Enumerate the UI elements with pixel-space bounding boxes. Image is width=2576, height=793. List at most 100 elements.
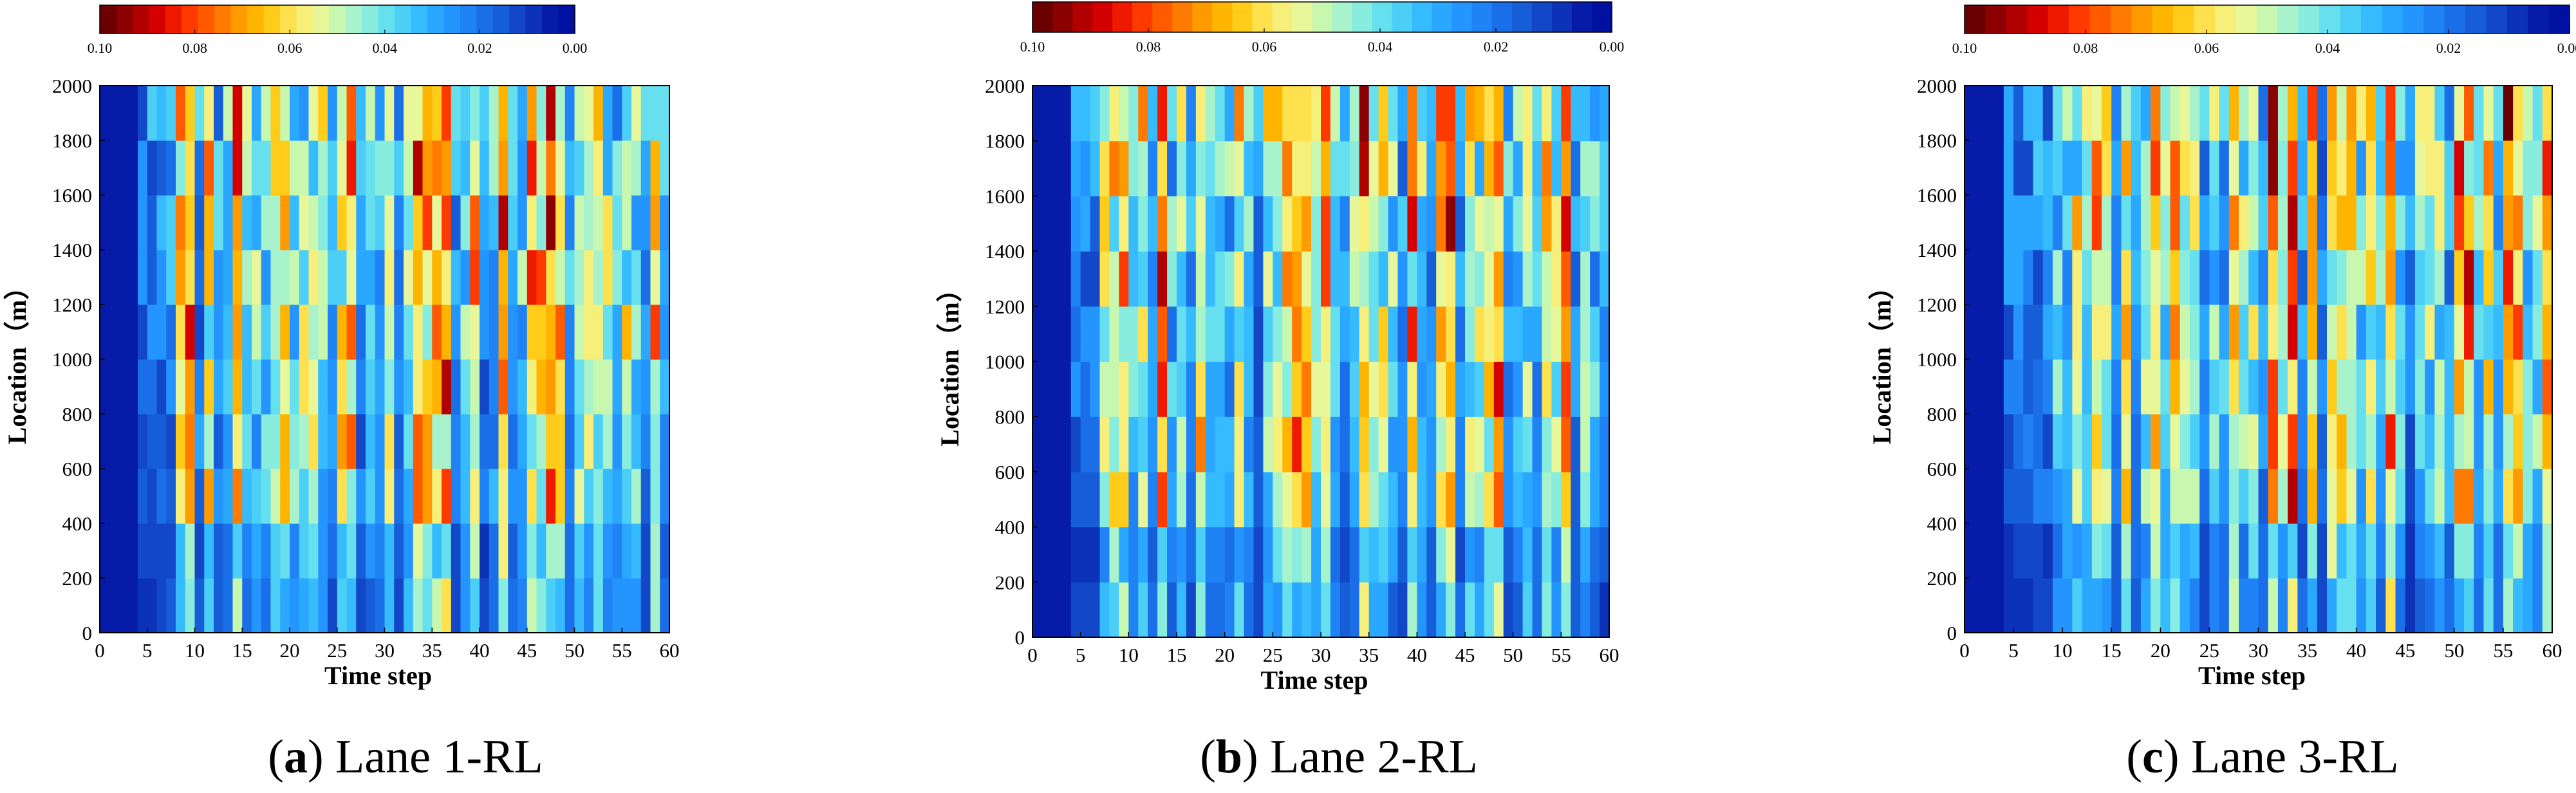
heatmap-cell xyxy=(204,195,214,250)
heatmap-cell xyxy=(1542,361,1552,417)
heatmap-cell xyxy=(2454,86,2465,141)
heatmap-cell xyxy=(242,86,252,141)
heatmap-cell xyxy=(1474,140,1485,196)
heatmap-cell xyxy=(1090,306,1101,362)
heatmap-cell xyxy=(176,414,186,469)
heatmap-cell xyxy=(1177,251,1187,307)
heatmap-cell xyxy=(1138,86,1148,142)
heatmap-cell xyxy=(2082,86,2093,141)
heatmap-cell xyxy=(2532,140,2543,196)
heatmap-cell xyxy=(1215,251,1226,307)
heatmap-cell xyxy=(470,469,480,524)
heatmap-cell xyxy=(2307,304,2318,360)
heatmap-cell xyxy=(2111,86,2122,141)
heatmap-cell xyxy=(356,250,366,305)
x-axis-title: Time step xyxy=(324,661,432,690)
heatmap-cell xyxy=(2140,250,2151,305)
heatmap-cell xyxy=(2454,195,2465,250)
heatmap-cell xyxy=(299,195,310,250)
heatmap-cell xyxy=(2091,578,2102,633)
heatmap-cell xyxy=(1493,140,1504,196)
heatmap-cell xyxy=(1109,140,1119,196)
heatmap-cell xyxy=(1080,582,1091,638)
heatmap-cell xyxy=(1041,527,1052,583)
heatmap-cell xyxy=(2513,414,2523,469)
heatmap-cell xyxy=(2454,250,2465,305)
heatmap-cell xyxy=(2111,523,2122,579)
heatmap-cell xyxy=(194,359,205,415)
heatmap-cell xyxy=(109,414,120,469)
heatmap-cell xyxy=(1551,196,1562,252)
heatmap-cell xyxy=(2091,140,2102,196)
heatmap-cell xyxy=(640,304,651,360)
heatmap-cell xyxy=(2493,304,2504,360)
heatmap-cell xyxy=(2228,578,2239,633)
heatmap-cell xyxy=(2239,195,2249,250)
heatmap-cell xyxy=(1974,86,1985,141)
x-tick-label: 35 xyxy=(2297,639,2317,662)
heatmap-cell xyxy=(252,578,262,633)
heatmap-cell xyxy=(328,469,338,524)
heatmap-cell xyxy=(1080,361,1091,417)
heatmap-cell xyxy=(422,359,433,415)
heatmap-cell xyxy=(480,250,490,305)
heatmap-cell xyxy=(1600,86,1610,142)
x-tick-label: 20 xyxy=(280,639,300,662)
heatmap-cell xyxy=(1551,251,1562,307)
heatmap-cell xyxy=(1474,582,1485,638)
heatmap-panel-b: 0.10 0.08 0.06 0.04 0.02 0.000 5 10 15 20 25 30 35 40… xyxy=(935,1,1624,783)
heatmap-panel-c: 0.100.080.060.040.020.000510152025303540… xyxy=(1867,5,2576,783)
heatmap-cell xyxy=(2474,578,2485,633)
heatmap-cell xyxy=(194,304,205,360)
heatmap-cell xyxy=(622,469,632,524)
heatmap-cell xyxy=(2248,86,2259,141)
heatmap-cell xyxy=(470,250,480,305)
heatmap-cell xyxy=(1503,527,1514,583)
heatmap-cell xyxy=(1080,196,1091,252)
heatmap-cell xyxy=(2366,304,2376,360)
heatmap-cell xyxy=(1273,361,1283,417)
caption-open-paren: ( xyxy=(268,731,284,783)
heatmap-cell xyxy=(460,469,471,524)
heatmap-cell xyxy=(2209,304,2220,360)
heatmap-cell xyxy=(128,304,138,360)
heatmap-cell xyxy=(1493,196,1504,252)
colorbar-swatch xyxy=(165,5,182,33)
heatmap-cell xyxy=(460,359,471,415)
heatmap-cell xyxy=(460,523,471,579)
heatmap-cell xyxy=(156,250,167,305)
heatmap-cell xyxy=(1253,196,1264,252)
panel-caption: (a) Lane 1-RL xyxy=(268,731,543,783)
heatmap-cell xyxy=(622,304,632,360)
heatmap-cell xyxy=(1215,140,1226,196)
heatmap-cell xyxy=(2228,523,2239,579)
colorbar-swatch xyxy=(2298,5,2320,33)
heatmap-cell xyxy=(1965,359,1975,415)
heatmap-cell xyxy=(194,86,205,141)
heatmap-cell xyxy=(109,523,120,579)
heatmap-cell xyxy=(2160,578,2171,633)
heatmap-cell xyxy=(422,250,433,305)
heatmap-cell xyxy=(2405,304,2416,360)
heatmap-cell xyxy=(460,195,471,250)
heatmap-cell xyxy=(1099,527,1110,583)
heatmap-cell xyxy=(2199,578,2210,633)
heatmap-cell xyxy=(2082,195,2093,250)
heatmap-cell xyxy=(1167,86,1177,142)
heatmap-cell xyxy=(2288,359,2298,415)
heatmap-cell xyxy=(451,469,462,524)
x-tick-label: 60 xyxy=(2543,639,2562,662)
y-tick-label: 200 xyxy=(1927,567,1957,590)
heatmap-cell xyxy=(2170,469,2181,524)
heatmap-cell xyxy=(2013,140,2024,196)
heatmap-cell xyxy=(1041,140,1052,196)
heatmap-cell xyxy=(2307,469,2318,524)
heatmap-cell xyxy=(242,523,252,579)
heatmap-cell xyxy=(2209,359,2220,415)
heatmap-cell xyxy=(2288,86,2298,141)
colorbar-swatch xyxy=(2340,5,2362,33)
heatmap-cell xyxy=(2493,414,2504,469)
x-tick-label: 40 xyxy=(2346,639,2366,662)
heatmap-cell xyxy=(394,250,404,305)
heatmap-cell xyxy=(366,86,376,141)
